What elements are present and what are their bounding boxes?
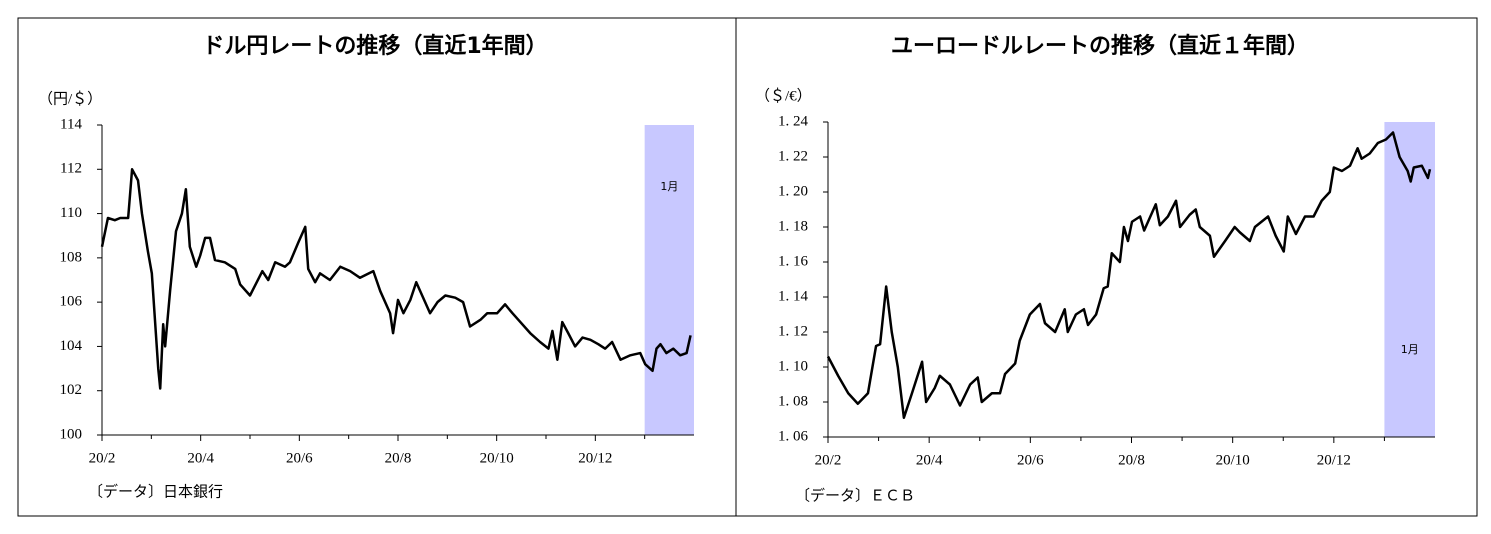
x-tick-label: 20/2 [89,450,116,466]
highlight-band [1384,122,1435,437]
y-tick-label: 114 [60,116,82,132]
frame [17,17,1478,517]
y-tick-label: 1. 12 [778,323,808,339]
series-line [826,131,1432,419]
highlight-band [644,125,694,435]
x-tick-label: 20/8 [385,450,412,466]
highlight-label: 1月 [1401,343,1419,356]
y-tick-label: 1. 14 [778,288,809,304]
source-note: 〔データ〕日本銀行 [88,482,223,500]
x-tick-label: 20/10 [480,450,514,466]
x-tick-label: 20/4 [916,452,943,468]
y-tick-label: 1. 06 [778,428,809,444]
y-tick-label: 102 [60,382,83,398]
y-tick-label: 112 [60,161,82,177]
y-tick-label: 110 [60,205,82,221]
source-note: 〔データ〕ＥＣＢ [795,486,915,504]
chart-title: ドル円レートの推移（直近1年間） [202,33,547,59]
y-axis-unit: （＄/€） [755,87,812,104]
y-tick-label: 106 [60,294,83,310]
x-tick-label: 20/4 [187,450,214,466]
highlight-label: 1月 [660,180,678,193]
x-tick-label: 20/6 [1017,452,1044,468]
x-tick-label: 20/8 [1118,452,1145,468]
y-axis-unit: （円/＄） [38,90,102,107]
x-tick-label: 20/12 [578,450,612,466]
x-tick-label: 20/2 [815,452,842,468]
y-tick-label: 1. 10 [778,358,808,374]
y-tick-label: 1. 24 [778,113,809,129]
y-tick-label: 104 [60,338,83,354]
y-tick-label: 1. 16 [778,253,809,269]
x-tick-label: 20/6 [286,450,313,466]
x-tick-label: 20/10 [1216,452,1250,468]
y-tick-label: 108 [60,249,83,265]
y-tick-label: 1. 08 [778,393,808,409]
y-tick-label: 1. 18 [778,218,808,234]
x-tick-label: 20/12 [1317,452,1351,468]
y-tick-label: 1. 20 [778,183,808,199]
y-tick-label: 100 [60,426,83,442]
y-tick-label: 1. 22 [778,148,808,164]
chart-title: ユーロードルレートの推移（直近１年間） [891,33,1309,59]
series-line [100,168,692,390]
